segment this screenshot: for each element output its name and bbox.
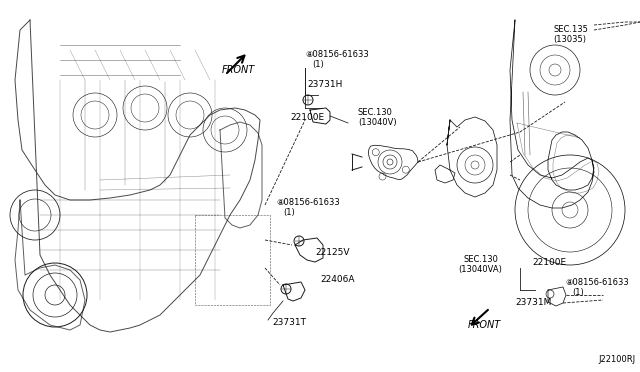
Bar	[195, 215, 270, 305]
Text: (13040VA): (13040VA)	[458, 265, 502, 274]
Text: 22100E: 22100E	[290, 113, 324, 122]
Text: (1): (1)	[572, 288, 584, 297]
Text: (1): (1)	[283, 208, 295, 217]
Text: (13035): (13035)	[553, 35, 586, 44]
Text: 23731M: 23731M	[515, 298, 552, 307]
Text: FRONT: FRONT	[468, 320, 501, 330]
Text: 22406A: 22406A	[320, 275, 355, 284]
Text: 23731T: 23731T	[272, 318, 306, 327]
Text: SEC.130: SEC.130	[463, 255, 498, 264]
Text: FRONT: FRONT	[222, 65, 255, 75]
Text: SEC.135: SEC.135	[553, 25, 588, 34]
Text: SEC.130: SEC.130	[358, 108, 393, 117]
Text: 22100E: 22100E	[532, 258, 566, 267]
Text: (13040V): (13040V)	[358, 118, 397, 127]
Text: 23731H: 23731H	[307, 80, 342, 89]
Text: ⑧08156-61633: ⑧08156-61633	[276, 198, 340, 207]
Text: (1): (1)	[312, 60, 324, 69]
Text: 22125V: 22125V	[315, 248, 349, 257]
Text: J22100RJ: J22100RJ	[598, 355, 635, 364]
Text: ⑧08156-61633: ⑧08156-61633	[565, 278, 628, 287]
Text: ⑧08156-61633: ⑧08156-61633	[305, 50, 369, 59]
